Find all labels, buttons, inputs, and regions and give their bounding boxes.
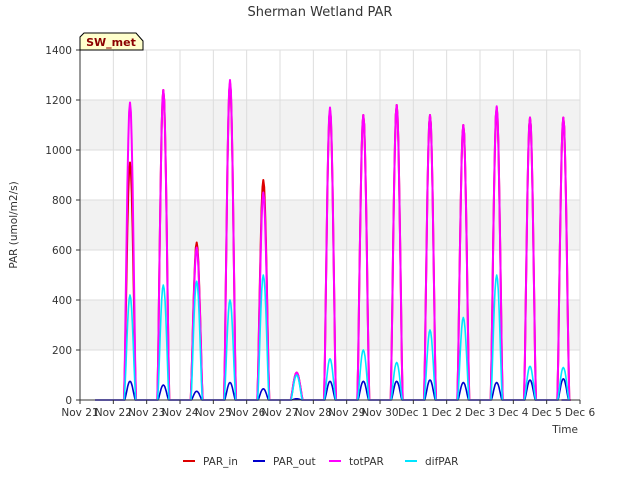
- station-badge-shape: [79, 32, 144, 51]
- y-tick-label: 1000: [45, 145, 72, 157]
- legend-label-difPAR: difPAR: [425, 456, 458, 468]
- x-tick-label: Nov 24: [161, 407, 199, 419]
- x-tick-label: Nov 22: [95, 407, 132, 419]
- x-tick-label: Dec 4: [498, 407, 529, 419]
- station-badge-label: SW_met: [86, 36, 136, 49]
- x-tick-label: Nov 23: [128, 407, 165, 419]
- x-axis-title: Time: [551, 424, 578, 436]
- legend: PAR_in PAR_out totPAR difPAR: [183, 456, 458, 468]
- legend-label-PAR_out: PAR_out: [273, 456, 316, 468]
- grid-band: [80, 300, 580, 350]
- x-tick-label: Nov 21: [61, 407, 98, 419]
- y-axis-title: PAR (umol/m2/s): [8, 181, 20, 268]
- station-badge: SW_met: [79, 32, 144, 51]
- x-tick-label: Nov 26: [228, 407, 266, 419]
- x-tick-label: Nov 27: [261, 407, 298, 419]
- y-tick-label: 800: [52, 195, 72, 207]
- y-tick-label: 0: [65, 395, 72, 407]
- y-tick-label: 600: [52, 245, 72, 257]
- y-tick-label: 1200: [45, 95, 72, 107]
- y-tick-label: 1400: [45, 45, 72, 57]
- chart-title: Sherman Wetland PAR: [248, 5, 393, 20]
- y-tick-label: 200: [52, 345, 72, 357]
- x-tick-label: Dec 3: [465, 407, 495, 419]
- x-tick-label: Nov 25: [195, 407, 232, 419]
- legend-label-PAR_in: PAR_in: [203, 456, 238, 468]
- y-tick-label: 400: [52, 295, 72, 307]
- grid-bands: [80, 100, 580, 350]
- x-tick-label: Dec 6: [565, 407, 596, 419]
- x-tick-label: Dec 1: [398, 407, 428, 419]
- legend-label-totPAR: totPAR: [349, 456, 384, 468]
- grid-band: [80, 200, 580, 250]
- x-tick-label: Dec 2: [431, 407, 461, 419]
- x-tick-label: Nov 28: [295, 407, 332, 419]
- x-tick-label: Dec 5: [531, 407, 561, 419]
- x-tick-label: Nov 29: [328, 407, 365, 419]
- x-tick-label: Nov 30: [361, 407, 398, 419]
- gridlines: [79, 49, 581, 401]
